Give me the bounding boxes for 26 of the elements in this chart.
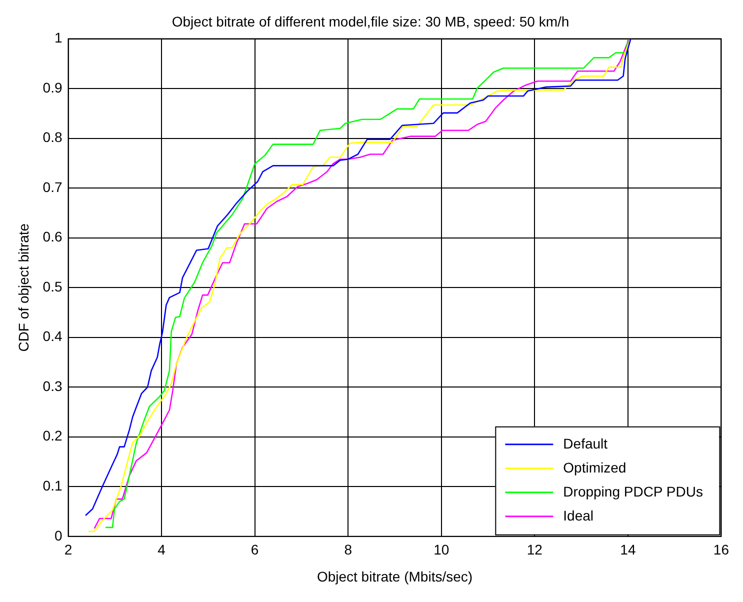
y-tick-label: 0.7 [42, 178, 62, 195]
x-tick-label: 16 [713, 542, 730, 558]
y-tick-label: 0.9 [42, 79, 62, 96]
legend-label: Ideal [563, 507, 594, 524]
y-tick-label: 0.2 [42, 428, 62, 444]
y-tick-label: 0.4 [42, 328, 62, 344]
y-tick-label: 0 [54, 527, 62, 544]
chart-title: Object bitrate of different model,file size: 30 MB, speed: 50 km/h [172, 13, 570, 30]
x-tick-label: 14 [620, 542, 636, 558]
y-axis-title: CDF of object bitrate [15, 223, 32, 352]
y-tick-label: 0.3 [42, 378, 62, 394]
x-tick-label: 10 [434, 542, 450, 558]
legend-label: Optimized [563, 459, 626, 476]
x-tick-label: 4 [158, 542, 166, 558]
x-tick-label: 8 [344, 542, 352, 558]
x-tick-label: 6 [250, 542, 259, 558]
x-axis-title: Object bitrate (Mbits/sec) [316, 568, 473, 584]
legend-label: Default [563, 435, 608, 452]
y-tick-label: 0.6 [42, 228, 62, 245]
y-tick-label: 1 [54, 30, 62, 46]
y-tick-label: 0.1 [42, 478, 62, 494]
y-tick-label: 0.8 [42, 129, 62, 146]
y-tick-label: 0.5 [42, 278, 62, 294]
x-tick-label: 12 [526, 542, 543, 558]
x-tick-label: 2 [64, 542, 72, 558]
legend-label: Dropping PDCP PDUs [563, 483, 703, 500]
